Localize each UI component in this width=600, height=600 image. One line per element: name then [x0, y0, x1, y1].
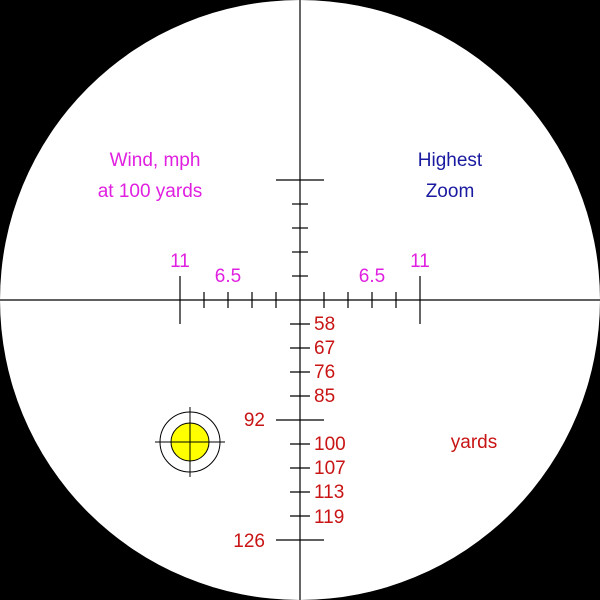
range-label: 67: [314, 338, 335, 359]
range-label: 126: [233, 531, 265, 552]
range-label: 58: [314, 314, 335, 335]
range-label: 76: [314, 362, 335, 383]
range-label: 92: [244, 410, 265, 431]
range-label: 113: [314, 482, 344, 503]
wind-label: 6.5: [359, 266, 385, 287]
wind-label: 6.5: [215, 266, 241, 287]
wind-caption: Wind, mph: [110, 150, 201, 171]
range-label: 119: [314, 507, 344, 528]
zoom-caption: Zoom: [426, 181, 475, 202]
range-label: 107: [314, 458, 346, 479]
zoom-caption: Highest: [418, 150, 483, 171]
wind-label: 11: [410, 251, 430, 272]
range-unit: yards: [451, 432, 497, 453]
target: [155, 407, 225, 477]
range-label: 85: [314, 386, 335, 407]
wind-caption: at 100 yards: [98, 181, 203, 202]
range-label: 100: [314, 434, 346, 455]
wind-label: 11: [170, 251, 190, 272]
